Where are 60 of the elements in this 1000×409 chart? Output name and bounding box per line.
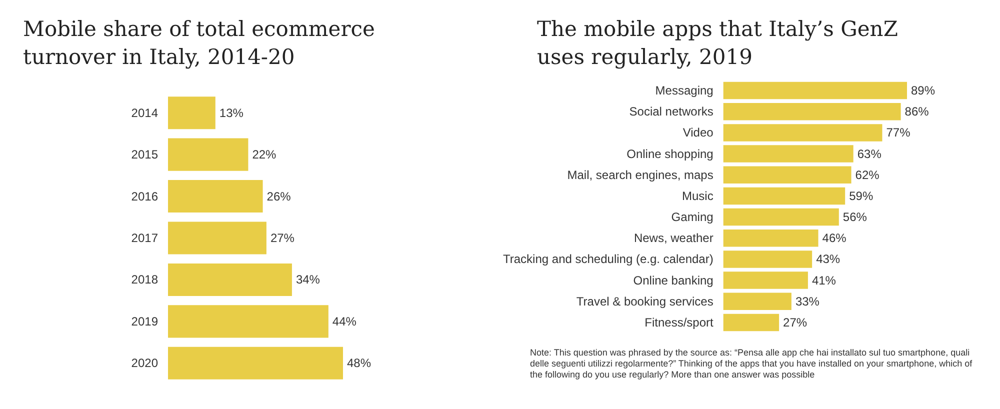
bar (723, 292, 792, 310)
text: Note: This question was phrased by the source as: “Pensa alle app che hai installato sul tuo smartphone, quali delle seguenti utilizzi regolarmente?” Thinking of the apps that you have installed on your smartphone, which of the following do you use regularly? More than one answer was possible (530, 348, 975, 380)
data-label: 48% (347, 356, 372, 370)
data-label: 62% (855, 168, 880, 182)
y-tick-label: 2015 (131, 148, 158, 162)
bar (168, 96, 216, 130)
y-tick-label: Online banking (633, 273, 714, 288)
data-label: 41% (812, 273, 836, 288)
bar (723, 250, 812, 268)
data-label: 59% (849, 188, 874, 203)
bar (168, 263, 292, 296)
data-label: 13% (219, 106, 244, 120)
y-tick-label: Messaging (655, 84, 714, 98)
bar (723, 124, 882, 142)
y-tick-label: Tracking and scheduling (e.g. calendar) (502, 252, 714, 266)
y-tick-label: Travel & booking services (576, 294, 714, 308)
y-tick-label: Mail, search engines, maps (567, 168, 714, 182)
bar (168, 346, 343, 380)
bar (723, 187, 846, 205)
y-tick-label: 2018 (131, 272, 158, 287)
data-label: 86% (904, 104, 930, 119)
y-tick-label: 2017 (131, 231, 158, 245)
bar (723, 229, 818, 247)
bar (723, 102, 901, 120)
bar (168, 180, 263, 213)
bar (723, 145, 854, 162)
y-tick-label: 2016 (131, 189, 158, 204)
y-tick-label: 2019 (131, 314, 158, 328)
data-label: 34% (296, 272, 320, 287)
bar (723, 166, 852, 184)
bar (723, 272, 808, 289)
y-tick-label: Video (682, 126, 714, 140)
bar (168, 305, 328, 338)
y-tick-label: Gaming (671, 210, 714, 224)
data-label: 77% (886, 126, 911, 140)
bar (168, 138, 248, 171)
bar (168, 222, 266, 254)
bar (723, 314, 780, 332)
y-tick-label: Online shopping (626, 146, 714, 161)
chart-title: The mobile apps that Italy’s GenZ uses regularly, 2019 (537, 17, 905, 69)
data-label: 63% (857, 146, 882, 161)
y-tick-label: Social networks (629, 104, 714, 119)
bar (723, 208, 839, 226)
bar (723, 82, 907, 100)
data-label: 27% (270, 231, 295, 245)
data-label: 26% (266, 189, 292, 204)
data-label: 56% (842, 210, 868, 224)
y-tick-label: Music (682, 188, 714, 203)
data-label: 22% (252, 148, 277, 162)
data-label: 89% (911, 84, 936, 98)
y-tick-label: 2020 (131, 356, 158, 370)
chart-title: Mobile share of total ecommerce turnover in Italy, 2014-20 (23, 17, 382, 69)
y-tick-label: 2014 (131, 106, 158, 120)
data-label: 27% (783, 315, 808, 330)
data-label: 44% (332, 314, 357, 328)
data-label: 46% (822, 231, 847, 246)
data-label: 43% (816, 252, 840, 266)
y-tick-label: Fitness/sport (644, 315, 714, 330)
data-label: 33% (795, 294, 820, 308)
y-tick-label: News, weather (634, 231, 714, 246)
